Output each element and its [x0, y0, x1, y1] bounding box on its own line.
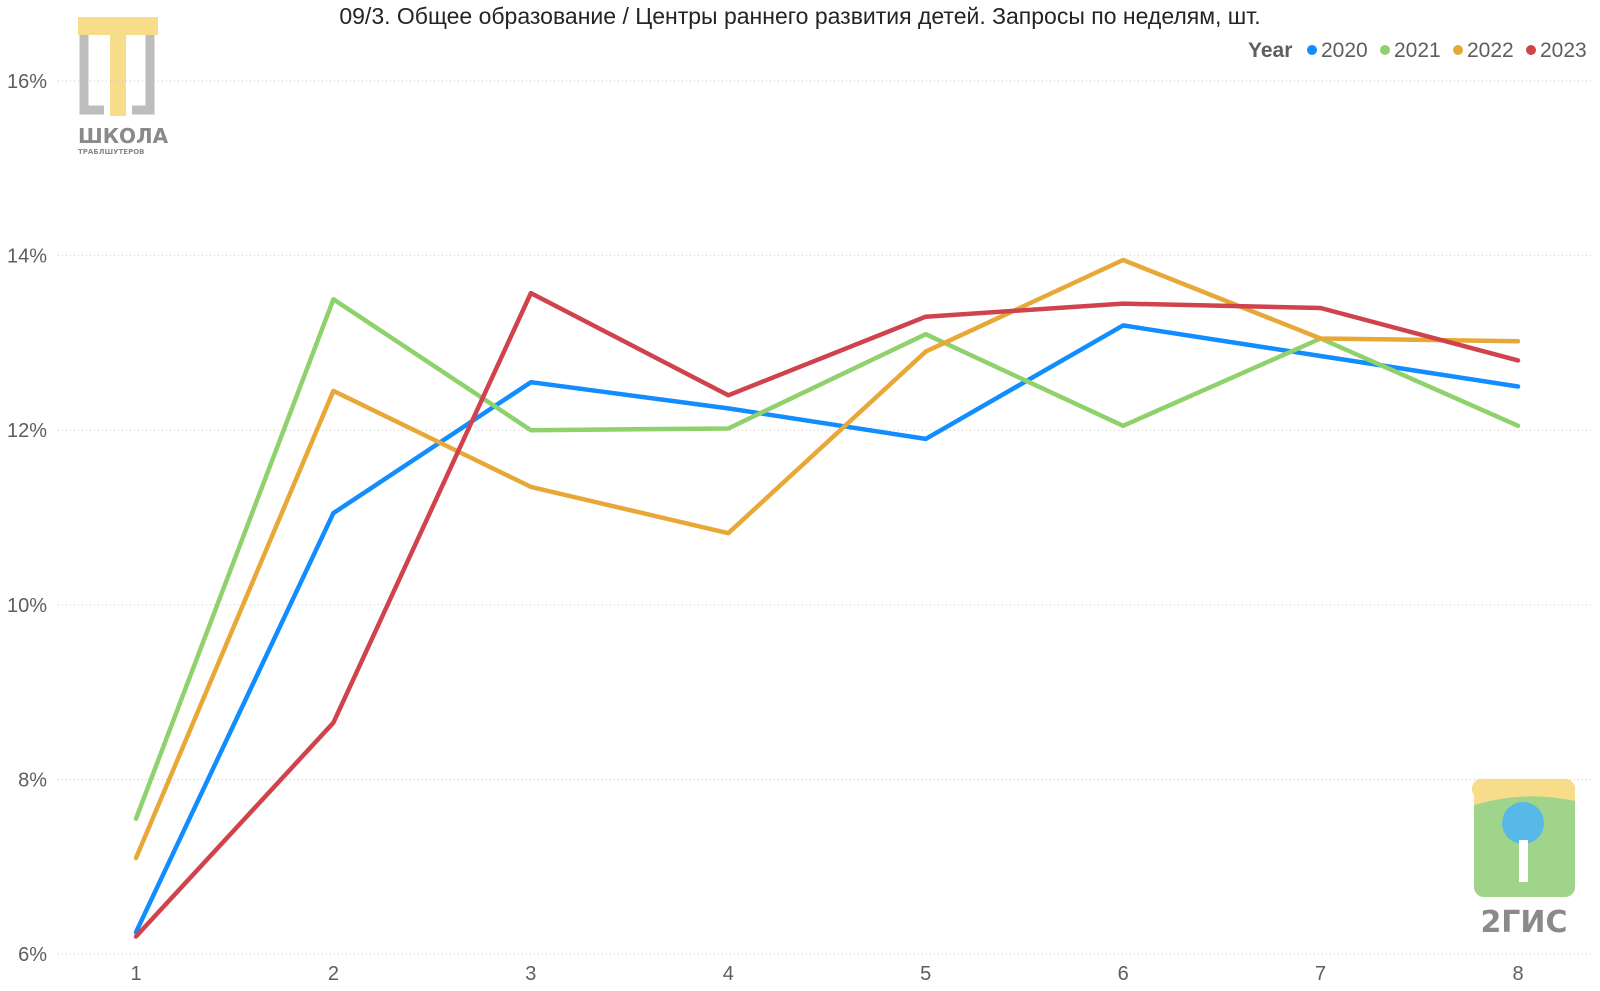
logo-right-text: 2ГИС [1480, 905, 1567, 940]
axes: 6% 8% 10% 12% 14% 16% 1 2 3 4 5 6 7 8 [7, 71, 1524, 985]
legend: Year 2020 2021 2022 2023 [1248, 39, 1587, 62]
series-line-2023 [133, 290, 1521, 939]
logo-bar-top [78, 17, 158, 35]
legend-label-2020: 2020 [1321, 39, 1368, 62]
legend-label-2023: 2023 [1540, 39, 1587, 62]
series-line-2022 [133, 257, 1521, 861]
grid [58, 80, 1594, 955]
x-tick-label: 3 [525, 963, 536, 985]
legend-marker-2020 [1307, 45, 1317, 55]
logo-bar-stem [110, 30, 126, 116]
legend-marker-2023 [1526, 45, 1536, 55]
logo-left-line1: ШКОЛА [78, 124, 169, 148]
x-tick-label: 7 [1315, 963, 1326, 985]
y-tick-label: 16% [7, 71, 47, 93]
legend-marker-2021 [1380, 45, 1390, 55]
logo-pin-stem [1519, 840, 1528, 882]
logo-left-line2: ТРАБЛШУТЕРОВ [78, 148, 145, 156]
series-line-2021 [133, 297, 1521, 821]
logo-outline-left [79, 35, 104, 115]
series-layer [133, 257, 1521, 939]
legend-label-2022: 2022 [1467, 39, 1514, 62]
chart-title: 09/3. Общее образование / Центры раннего… [339, 3, 1260, 29]
x-tick-label: 4 [723, 963, 734, 985]
y-tick-label: 10% [7, 595, 47, 617]
legend-title: Year [1248, 39, 1292, 62]
logo-outline-right [132, 35, 155, 115]
logo-pin-head [1502, 802, 1544, 844]
y-tick-label: 8% [18, 769, 47, 791]
y-tick-label: 14% [7, 246, 47, 268]
y-tick-label: 6% [18, 944, 47, 966]
x-tick-label: 2 [328, 963, 339, 985]
right-logo: 2ГИС [1471, 778, 1575, 940]
y-tick-label: 12% [7, 420, 47, 442]
logo-card-top [1471, 778, 1575, 805]
x-tick-label: 6 [1118, 963, 1129, 985]
x-tick-label: 1 [130, 963, 141, 985]
x-tick-label: 8 [1512, 963, 1523, 985]
legend-marker-2022 [1453, 45, 1463, 55]
series-line-2020 [133, 323, 1521, 935]
left-logo: ШКОЛА ТРАБЛШУТЕРОВ [78, 17, 169, 156]
legend-label-2021: 2021 [1394, 39, 1441, 62]
x-tick-label: 5 [920, 963, 931, 985]
